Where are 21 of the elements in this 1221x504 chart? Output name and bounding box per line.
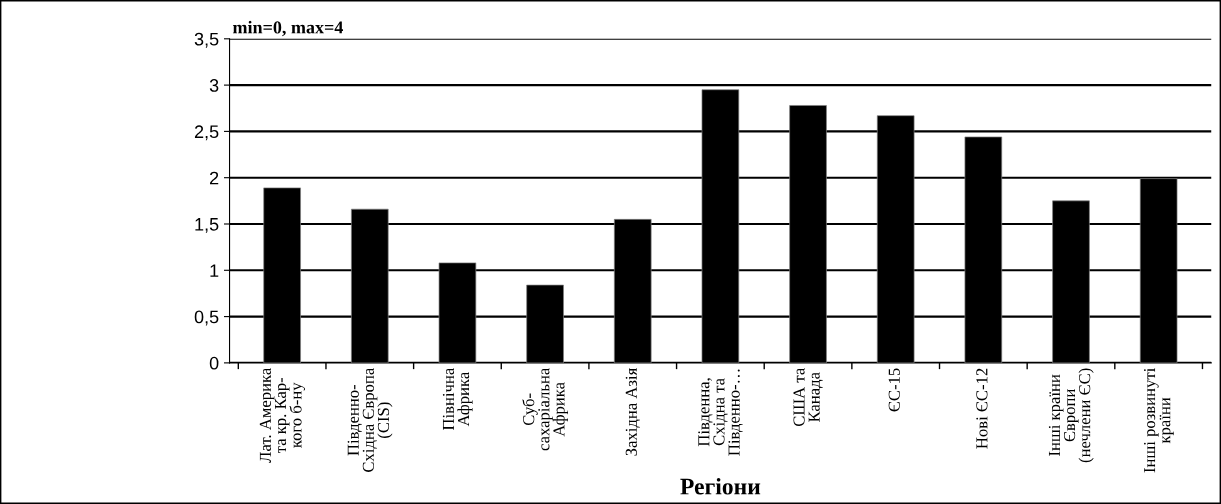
text: min=0, max=4 (232, 20, 344, 37)
x-tick-label: Південна, Східна та Південно-… (698, 369, 743, 456)
x-tick-label: Інші розвинуті країни (1144, 368, 1174, 473)
y-tick-label: 0 (209, 356, 219, 370)
y-tick-label: 1 (210, 264, 219, 277)
x-tick-label: США та Канада (793, 367, 823, 427)
x-tick-label: Нові ЄС-12 (976, 368, 988, 449)
x-axis-title: Регіони (680, 477, 761, 495)
y-tick-label: 3,5 (194, 32, 219, 48)
y-tick-label: 3 (209, 79, 219, 92)
y-tick-label: 2 (210, 171, 219, 185)
x-tick-label: Західна Азія (625, 368, 640, 456)
x-tick-label: Північна Африка (442, 367, 473, 431)
x-tick-label: Лат. Америка та кр. Кар- кого б-ну (259, 367, 306, 463)
y-tick-label: 2,5 (194, 125, 219, 141)
x-tick-label: Інші країни Європи (нечлени ЄС) (1048, 368, 1094, 463)
x-tick-label: Південно- Східна Європа (CIS) (347, 367, 393, 472)
x-tick-label: Суб- сахаріальна Африка (522, 367, 568, 451)
y-tick-label: 0,5 (194, 310, 219, 326)
x-tick-label: ЄС-15 (888, 368, 900, 412)
y-tick-label: 1,5 (195, 218, 219, 233)
